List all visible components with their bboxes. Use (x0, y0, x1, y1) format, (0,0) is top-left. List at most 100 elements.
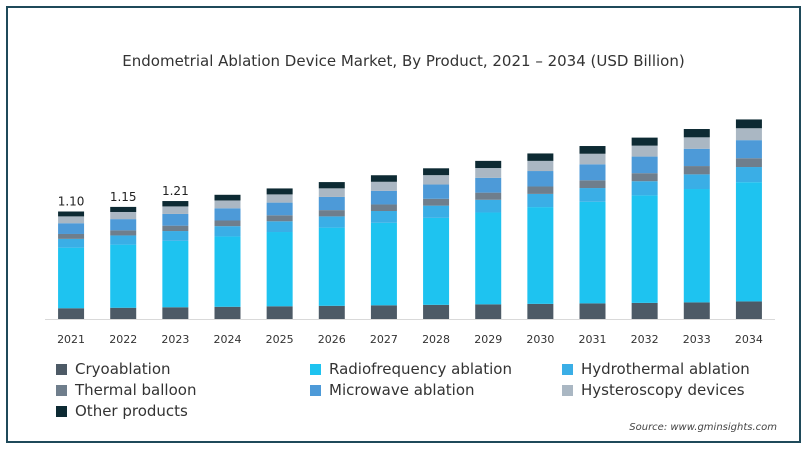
bar-segment-2023-6 (162, 201, 189, 207)
x-tick-label-2023: 2023 (161, 333, 189, 346)
x-tick-label-2028: 2028 (422, 333, 450, 346)
bar-segment-2022-3 (110, 230, 137, 236)
bar-chart: 1.10 2021 1.15 2022 1.21 2023 2024 2025 2026 2027… (45, 119, 775, 346)
bar-stack-2029 (475, 160, 502, 319)
bar-segment-2024-0 (214, 306, 241, 319)
bar-segment-2023-4 (162, 213, 189, 226)
legend-label: Thermal balloon (75, 381, 197, 399)
legend-swatch (562, 363, 573, 375)
bar-segment-2026-2 (318, 216, 345, 228)
bar-segment-2029-1 (475, 212, 502, 305)
bar-segment-2021-6 (58, 211, 85, 217)
bar-segment-2034-5 (735, 128, 762, 141)
legend-item-4: Microwave ablation (310, 381, 475, 399)
bar-segment-2034-1 (735, 182, 762, 302)
bar-segment-2024-5 (214, 200, 241, 209)
chart-title: Endometrial Ablation Device Market, By P… (122, 52, 685, 70)
bar-segment-2023-0 (162, 307, 189, 319)
legend-swatch (310, 363, 321, 375)
bar-segment-2025-1 (266, 232, 293, 307)
bar-stack-2026 (318, 182, 345, 319)
bar-segment-2022-5 (110, 211, 137, 220)
data-label-2022: 1.15 (110, 190, 137, 204)
bar-segment-2030-1 (527, 207, 554, 304)
legend-item-5: Hysteroscopy devices (562, 381, 745, 399)
bar-segment-2031-0 (579, 303, 606, 319)
x-tick-label-2022: 2022 (109, 333, 137, 346)
bar-segment-2025-0 (266, 306, 293, 319)
bar-segment-2033-1 (683, 189, 710, 303)
bar-segment-2022-2 (110, 235, 137, 245)
legend-swatch (56, 384, 67, 396)
bar-segment-2031-1 (579, 201, 606, 304)
bar-segment-2033-4 (683, 148, 710, 167)
bar-segment-2021-4 (58, 223, 85, 234)
bar-segment-2026-0 (318, 305, 345, 319)
legend-swatch (310, 384, 321, 396)
x-tick-label-2026: 2026 (318, 333, 346, 346)
bar-segment-2021-1 (58, 247, 85, 309)
bar-segment-2028-1 (423, 217, 450, 305)
bar-segment-2022-6 (110, 206, 137, 212)
bar-stack-2024 (214, 194, 241, 319)
bar-segment-2025-2 (266, 221, 293, 233)
bar-stack-2034 (735, 119, 762, 319)
bar-segment-2025-6 (266, 188, 293, 195)
data-label-2023: 1.21 (162, 184, 189, 198)
bar-segment-2026-1 (318, 227, 345, 306)
bar-segment-2030-4 (527, 171, 554, 187)
bar-segment-2025-4 (266, 202, 293, 216)
bar-segment-2027-6 (370, 175, 397, 182)
bar-segment-2034-6 (735, 119, 762, 129)
bar-segment-2027-2 (370, 211, 397, 223)
bar-segment-2026-3 (318, 210, 345, 217)
legend-swatch (562, 384, 573, 396)
bar-segment-2032-3 (631, 173, 658, 182)
bar-segment-2029-2 (475, 199, 502, 213)
bar-segment-2027-4 (370, 190, 397, 205)
legend-item-6: Other products (56, 402, 188, 420)
bar-segment-2029-3 (475, 192, 502, 200)
bar-stack-2031 (579, 146, 606, 319)
bar-segment-2026-6 (318, 182, 345, 189)
bar-segment-2021-0 (58, 308, 85, 319)
bar-segment-2033-0 (683, 302, 710, 319)
bar-segment-2023-1 (162, 240, 189, 308)
legend-label: Other products (75, 402, 188, 420)
bar-segment-2034-4 (735, 140, 762, 159)
bar-segment-2029-6 (475, 160, 502, 169)
bar-segment-2028-4 (423, 184, 450, 199)
bar-segment-2028-2 (423, 205, 450, 218)
legend-label: Cryoablation (75, 360, 171, 378)
bar-segment-2032-2 (631, 181, 658, 196)
bar-segment-2022-4 (110, 219, 137, 231)
bar-stack-2022 (110, 206, 137, 319)
x-tick-label-2029: 2029 (474, 333, 502, 346)
bar-segment-2032-5 (631, 145, 658, 157)
bar-stack-2021 (58, 211, 85, 319)
bar-segment-2023-2 (162, 231, 189, 241)
bar-segment-2027-0 (370, 305, 397, 319)
bar-stack-2027 (370, 175, 397, 319)
legend-label: Hysteroscopy devices (581, 381, 745, 399)
legend-label: Microwave ablation (329, 381, 475, 399)
bar-segment-2029-5 (475, 168, 502, 178)
chart-legend: Cryoablation Radiofrequency ablation Hydro… (56, 360, 776, 432)
x-tick-label-2030: 2030 (526, 333, 554, 346)
bar-segment-2030-3 (527, 186, 554, 194)
bar-segment-2021-5 (58, 216, 85, 224)
bar-segment-2027-5 (370, 181, 397, 191)
bar-segment-2024-6 (214, 194, 241, 201)
bar-segment-2029-4 (475, 177, 502, 193)
bar-segment-2028-5 (423, 175, 450, 185)
bar-segment-2031-2 (579, 188, 606, 202)
bar-segment-2033-3 (683, 166, 710, 175)
bar-segment-2027-3 (370, 204, 397, 212)
bar-segment-2032-0 (631, 302, 658, 319)
data-label-2021: 1.10 (58, 195, 85, 209)
x-tick-label-2025: 2025 (266, 333, 294, 346)
legend-item-3: Thermal balloon (56, 381, 196, 399)
bar-segment-2023-3 (162, 225, 189, 232)
bar-segment-2034-0 (735, 301, 762, 319)
bar-segment-2021-2 (58, 238, 85, 248)
